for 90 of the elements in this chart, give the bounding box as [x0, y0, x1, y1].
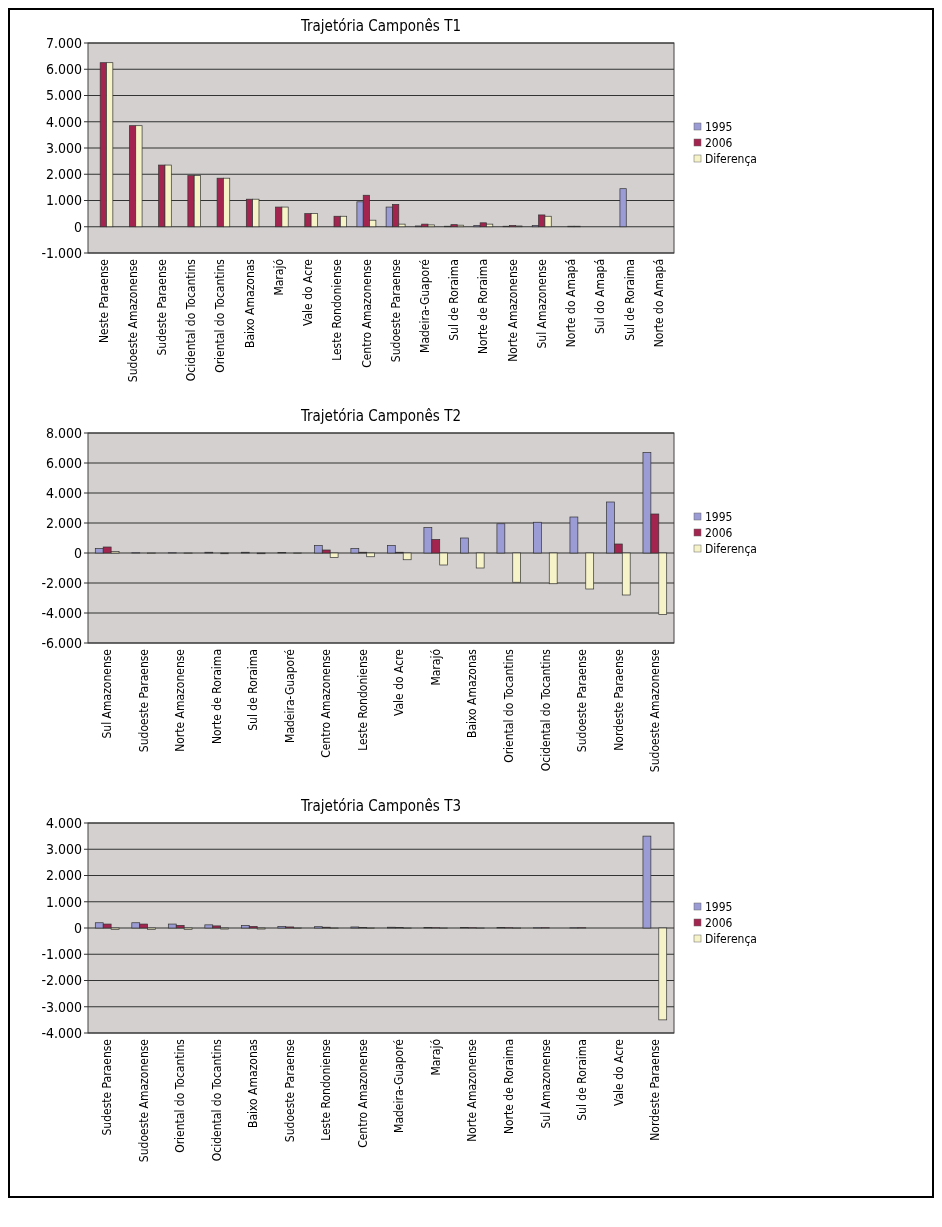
y-tick-label: 2.000 [45, 166, 82, 183]
x-tick-label: Oriental do Tocantins [501, 648, 516, 763]
x-tick-label: Nordeste Paraense [611, 648, 626, 751]
y-tick-label: 1.000 [45, 893, 82, 910]
x-tick-label: Norte Amazonense [465, 1038, 480, 1142]
x-tick-label: Ocidental do Tocantins [209, 1038, 224, 1162]
x-tick-label: Ocidental do Tocantins [538, 648, 553, 772]
x-tick-label: Sudoeste Paraense [282, 1038, 297, 1143]
y-tick-label: 2.000 [45, 514, 82, 531]
y-tick-label: 1.000 [45, 192, 82, 209]
y-tick-label: 4.000 [45, 814, 82, 831]
x-tick-label: Ocidental do Tocantins [184, 258, 199, 382]
x-tick-label: Leste Rondoniense [330, 258, 345, 361]
y-tick-label: -6.000 [41, 634, 82, 651]
y-tick-label: -4.000 [41, 1024, 82, 1041]
x-tick-label: Sul de Roraima [575, 1039, 590, 1121]
x-tick-label: Leste Rondoniense [319, 1038, 334, 1141]
y-tick-label: -1.000 [41, 946, 82, 963]
y-tick-label: 0 [73, 919, 82, 936]
y-tick-label: 0 [73, 544, 82, 561]
x-tick-label: Sudoeste Paraense [136, 648, 151, 753]
x-tick-label: Centro Amazonense [319, 648, 334, 758]
x-tick-label: Marajó [428, 648, 443, 686]
legend-label: 2006 [705, 916, 733, 931]
x-tick-label: Madeira-Guaporé [392, 1038, 407, 1133]
x-tick-label: Marajó [271, 258, 286, 296]
legend-label: 1995 [705, 900, 733, 915]
x-tick-label: Leste Rondoniense [355, 648, 370, 751]
x-tick-label: Sul de Roraima [246, 649, 261, 731]
x-tick-label: Norte Amazonense [173, 648, 188, 752]
x-tick-label: Vale do Acre [611, 1038, 626, 1106]
x-tick-label: Norte de Roraima [501, 1039, 516, 1135]
x-tick-label: Sudoeste Paraense [388, 258, 403, 363]
x-tick-label: Vale do Acre [392, 648, 407, 716]
y-tick-label: 5.000 [45, 87, 82, 104]
y-tick-label: 8.000 [45, 424, 82, 441]
y-tick-label: -2.000 [41, 972, 82, 989]
x-tick-label: Baixo Amazonas [246, 1038, 261, 1128]
y-tick-label: 6.000 [45, 61, 82, 78]
legend-label: Diferença [705, 152, 757, 167]
chart-title: Trajetória Camponês T1 [300, 17, 461, 35]
x-tick-label: Madeira-Guaporé [418, 258, 433, 353]
y-tick-label: 3.000 [45, 139, 82, 156]
x-tick-label: Baixo Amazonas [465, 648, 480, 738]
y-tick-label: 7.000 [45, 34, 82, 51]
x-tick-label: Marajó [428, 1038, 443, 1076]
x-tick-label: Norte do Amapá [651, 259, 666, 348]
x-tick-label: Oriental do Tocantins [213, 258, 228, 373]
legend-label: 2006 [705, 136, 733, 151]
x-tick-label: Sudoeste Paraense [575, 648, 590, 753]
y-tick-label: 0 [73, 218, 82, 235]
y-tick-label: -1.000 [41, 244, 82, 261]
y-tick-label: 4.000 [45, 484, 82, 501]
chart-title: Trajetória Camponês T3 [300, 797, 461, 815]
x-tick-label: Sul do Amapá [593, 259, 608, 334]
legend-label: Diferença [705, 932, 757, 947]
x-tick-label: Sudoeste Amazonense [648, 648, 663, 773]
x-tick-label: Norte de Roraima [209, 649, 224, 745]
x-tick-label: Sul Amazonense [100, 648, 115, 739]
y-tick-label: 3.000 [45, 841, 82, 858]
x-tick-label: Oriental do Tocantins [173, 1038, 188, 1153]
legend-label: 1995 [705, 120, 733, 135]
y-tick-label: 4.000 [45, 113, 82, 130]
x-tick-label: Centro Amazonense [359, 258, 374, 368]
x-tick-label: Sul de Roraima [622, 259, 637, 341]
x-tick-label: Madeira-Guaporé [282, 648, 297, 743]
x-tick-label: Sudoeste Amazonense [125, 258, 140, 383]
x-tick-label: Norte de Roraima [476, 259, 491, 355]
y-tick-label: -2.000 [41, 574, 82, 591]
y-tick-label: 6.000 [45, 454, 82, 471]
y-tick-label: -4.000 [41, 604, 82, 621]
x-tick-label: Norte Amazonense [505, 258, 520, 362]
x-tick-label: Nordeste Paraense [648, 1038, 663, 1141]
x-tick-label: Sul de Roraima [447, 259, 462, 341]
x-tick-label: Sudeste Paraense [100, 1038, 115, 1136]
y-tick-label: -3.000 [41, 998, 82, 1015]
x-tick-label: Sul Amazonense [538, 1038, 553, 1129]
legend-label: 1995 [705, 510, 733, 525]
legend-label: Diferença [705, 542, 757, 557]
y-tick-label: 2.000 [45, 867, 82, 884]
x-tick-label: Sudeste Paraense [155, 258, 169, 356]
x-tick-label: Norte do Amapá [564, 259, 579, 348]
x-tick-label: Centro Amazonense [355, 1038, 370, 1148]
x-tick-label: Neste Paraense [96, 258, 111, 344]
legend-label: 2006 [705, 526, 733, 541]
x-tick-label: Baixo Amazonas [242, 258, 257, 348]
chart-title: Trajetória Camponês T2 [300, 407, 461, 425]
x-tick-label: Sudoeste Amazonense [136, 1038, 151, 1163]
x-tick-label: Vale do Acre [301, 258, 316, 326]
x-tick-label: Sul Amazonense [534, 258, 549, 349]
